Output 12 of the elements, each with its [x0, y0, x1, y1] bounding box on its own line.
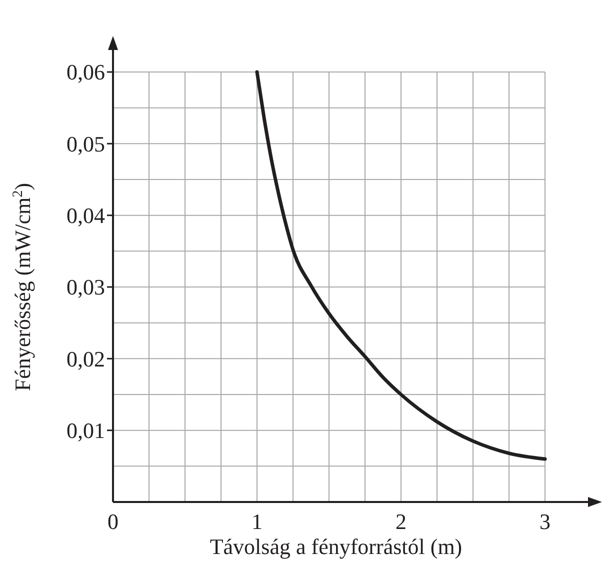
x-tick-label: 2: [396, 509, 406, 534]
y-tick-label: 0,03: [66, 274, 105, 300]
x-tick-label: 3: [540, 509, 550, 534]
y-tick-label: 0,05: [66, 131, 105, 156]
y-tick-label: 0,06: [66, 60, 105, 85]
x-tick-label: 0: [108, 509, 118, 534]
y-tick-label: 0,01: [66, 418, 105, 444]
line-series: [255, 70, 547, 461]
y-tick-label: 0,04: [66, 203, 105, 228]
x-axis-title: Távolság a fényforrástól (m): [210, 534, 462, 559]
x-tick-label: 1: [252, 509, 262, 534]
y-tick-label: 0,02: [66, 346, 105, 372]
